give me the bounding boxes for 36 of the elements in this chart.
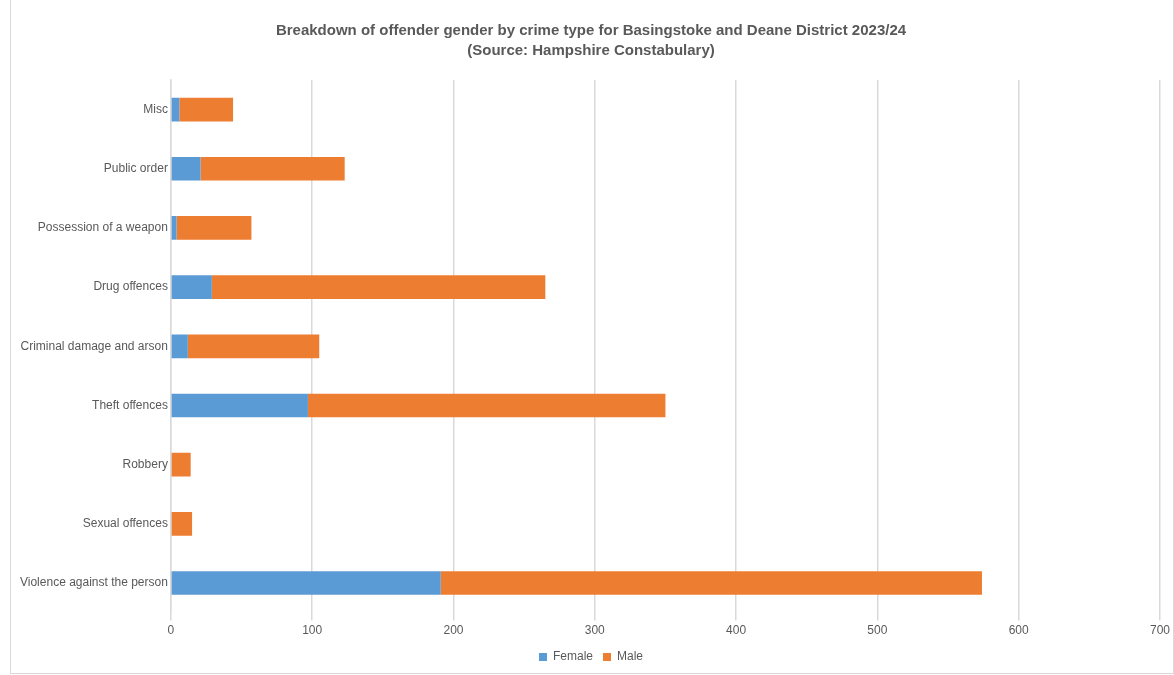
y-tick-label: Criminal damage and arson <box>20 338 168 353</box>
y-tick-label: Drug offences <box>93 279 168 294</box>
bar <box>307 393 666 418</box>
x-tick-label: 200 <box>443 623 464 638</box>
bar <box>171 334 188 359</box>
x-tick-label: 400 <box>726 623 747 638</box>
y-tick-label: Violence against the person <box>19 575 168 590</box>
x-tick-label: 600 <box>1008 623 1030 638</box>
x-tick-label: 300 <box>584 623 606 638</box>
bar <box>171 452 191 477</box>
chart-subtitle: (Source: Hampshire Constabulary) <box>467 41 715 59</box>
y-tick-label: Theft offences <box>92 397 168 412</box>
y-tick-label: Misc <box>143 101 168 116</box>
legend-label: Female <box>552 649 594 664</box>
x-tick-label: 100 <box>302 623 323 638</box>
chart-title: Breakdown of offender gender by crime type for Basingstoke and Deane District 2023/24 <box>275 21 907 39</box>
bar <box>211 275 546 299</box>
bar <box>200 156 345 181</box>
bar <box>440 571 982 595</box>
bar <box>176 216 252 240</box>
x-tick-label: 0 <box>167 623 175 638</box>
legend-label: Male <box>617 649 644 664</box>
bar <box>171 275 212 299</box>
y-tick-label: Robbery <box>122 456 168 471</box>
bar <box>171 156 201 181</box>
bar <box>179 97 234 122</box>
x-tick-label: 500 <box>867 623 888 638</box>
x-tick-label: 700 <box>1149 623 1171 638</box>
bar <box>171 216 177 240</box>
bar <box>171 512 193 536</box>
y-tick-label: Possession of a weapon <box>37 220 168 235</box>
bar <box>171 393 308 418</box>
bar <box>171 571 441 595</box>
y-tick-label: Sexual offences <box>82 516 168 531</box>
bar <box>187 334 320 359</box>
y-tick-label: Public order <box>103 161 168 176</box>
